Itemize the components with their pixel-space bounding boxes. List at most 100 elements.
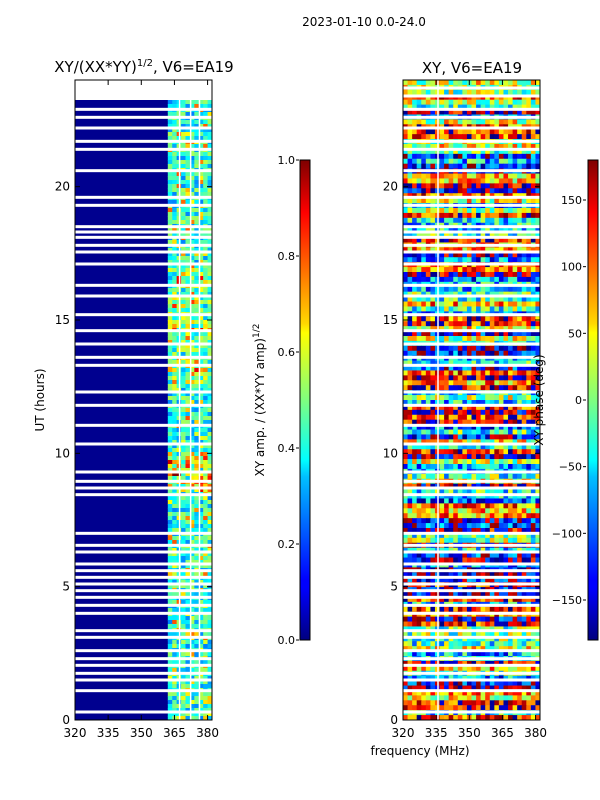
phase-cell — [421, 247, 427, 253]
amplitude-cell — [172, 708, 178, 713]
phase-cell — [421, 208, 427, 214]
phase-cell — [526, 528, 532, 534]
phase-cell — [517, 557, 523, 564]
phase-cell — [444, 528, 450, 534]
phase-cell — [476, 247, 482, 253]
phase-cell — [425, 208, 431, 214]
amplitude-cell — [181, 132, 187, 137]
amplitude-cell — [181, 632, 187, 637]
phase-cell — [471, 286, 477, 293]
amplitude-cell — [207, 316, 212, 321]
amplitude-cell — [203, 240, 209, 245]
phase-cell — [457, 513, 463, 519]
phase-cell — [526, 493, 532, 500]
phase-cell — [485, 331, 491, 337]
phase-cell — [453, 188, 459, 194]
phase-cell — [517, 94, 523, 101]
phase-cell — [471, 528, 477, 534]
amplitude-cell — [198, 540, 204, 545]
phase-cell — [462, 153, 468, 160]
phase-cell — [403, 227, 409, 234]
amplitude-flagged-row — [75, 363, 212, 367]
phase-cell — [503, 257, 509, 263]
phase-cell — [439, 276, 445, 283]
amplitude-cell — [181, 316, 187, 321]
phase-cell — [425, 173, 431, 180]
phase-cell — [498, 370, 505, 376]
phase-cell — [439, 301, 445, 308]
phase-cell — [489, 616, 495, 623]
phase-cell — [466, 144, 473, 150]
phase-cell — [430, 493, 436, 500]
phase-cell — [530, 419, 537, 426]
phase-cell — [530, 252, 537, 258]
phase-cell — [508, 89, 514, 96]
phase-cell — [521, 360, 527, 367]
phase-cell — [517, 345, 523, 352]
phase-cell — [489, 596, 495, 603]
amplitude-cell — [185, 500, 191, 505]
phase-cell — [407, 414, 413, 421]
phase-cell — [526, 483, 532, 490]
amplitude-cell — [198, 156, 204, 161]
phase-cell — [453, 404, 459, 411]
phase-cell — [476, 119, 482, 125]
amplitude-cell — [189, 496, 195, 501]
amplitude-cell — [189, 552, 195, 557]
amplitude-cell — [194, 308, 200, 313]
phase-cell — [521, 498, 527, 504]
phase-cell — [471, 247, 477, 253]
phase-cell — [416, 188, 422, 194]
phase-cell — [453, 119, 459, 125]
phase-cell — [453, 134, 459, 140]
phase-cell — [508, 419, 514, 426]
phase-cell — [453, 572, 459, 578]
amplitude-flagged-row — [75, 243, 212, 247]
phase-cell — [521, 212, 527, 219]
phase-cell — [425, 434, 431, 440]
phase-cell — [416, 498, 422, 504]
phase-cell — [498, 449, 505, 455]
amplitude-cell — [185, 704, 191, 709]
phase-cell — [466, 119, 473, 125]
phase-cell — [462, 326, 468, 332]
amplitude-cell — [167, 352, 173, 357]
phase-cell — [444, 414, 450, 421]
phase-cell — [535, 429, 540, 436]
phase-cell — [448, 252, 454, 258]
phase-cell — [421, 572, 427, 578]
amplitude-cell — [167, 184, 173, 189]
amplitude-cell — [185, 332, 191, 337]
phase-cell — [535, 119, 540, 125]
phase-cell — [444, 163, 450, 170]
amplitude-cell — [207, 120, 212, 125]
phase-cell — [508, 286, 514, 293]
amplitude-cell — [172, 316, 178, 321]
amplitude-cell — [189, 488, 195, 493]
phase-cell — [439, 345, 445, 352]
amplitude-cell — [167, 616, 173, 621]
phase-cell — [430, 158, 436, 165]
phase-cell — [508, 326, 514, 332]
phase-cell — [407, 419, 413, 426]
phase-cell — [425, 577, 431, 583]
phase-cell — [517, 552, 523, 559]
phase-cell — [512, 134, 518, 140]
phase-cell — [462, 345, 468, 352]
phase-cell — [416, 547, 422, 554]
phase-cell — [521, 345, 527, 352]
phase-cell — [421, 532, 427, 539]
amplitude-cell — [167, 652, 173, 657]
phase-cell — [526, 409, 532, 416]
amplitude-cell — [194, 348, 200, 353]
phase-cell — [430, 503, 436, 509]
phase-cell — [512, 404, 518, 411]
amplitude-cell — [167, 380, 173, 385]
phase-cell — [517, 276, 523, 283]
phase-cell — [535, 449, 540, 455]
phase-cell — [439, 134, 445, 140]
phase-cell — [489, 296, 495, 303]
amplitude-cell — [185, 160, 191, 165]
phase-cell — [480, 532, 486, 539]
phase-cell — [508, 404, 514, 411]
